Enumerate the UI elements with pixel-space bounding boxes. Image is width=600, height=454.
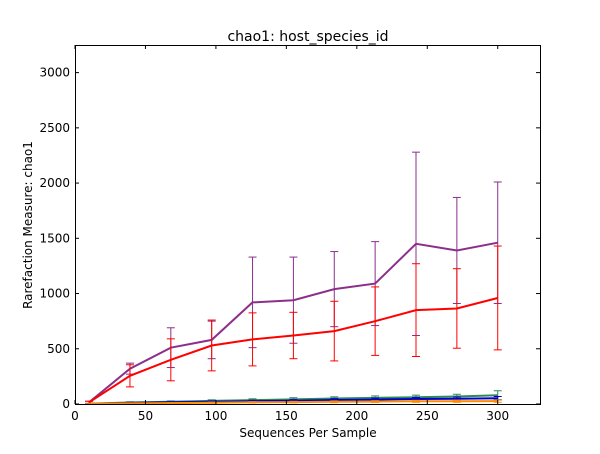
x-tick-label: 150	[275, 409, 298, 423]
series-line	[88, 241, 498, 404]
x-tick-label: 300	[486, 409, 509, 423]
series-line	[89, 400, 498, 405]
x-tick-label: 250	[416, 409, 439, 423]
x-axis-label: Sequences Per Sample	[239, 426, 376, 440]
y-tick-label: 3000	[39, 66, 70, 80]
y-tick-label: 2500	[39, 121, 70, 135]
series-1	[85, 245, 502, 404]
series-0	[85, 151, 502, 404]
series-4	[85, 399, 502, 405]
y-tick-label: 0	[62, 397, 70, 411]
y-tick-label: 1000	[39, 287, 70, 301]
x-tick-label: 50	[138, 409, 153, 423]
y-tick-label: 1500	[39, 231, 70, 245]
y-tick-label: 2000	[39, 176, 70, 190]
series-layer	[85, 151, 502, 405]
y-tick-label: 500	[47, 342, 70, 356]
chart-title: chao1: host_species_id	[227, 29, 388, 45]
x-tick-label: 0	[71, 409, 79, 423]
y-axis-label: Rarefaction Measure: chao1	[21, 141, 35, 309]
tick-layer: 0 50 100 150 200 250 3000500100015002000250030…	[39, 45, 540, 423]
series-line	[88, 297, 498, 404]
x-tick-label: 200	[345, 409, 368, 423]
x-tick-label: 100	[204, 409, 227, 423]
axes-frame	[75, 45, 541, 405]
